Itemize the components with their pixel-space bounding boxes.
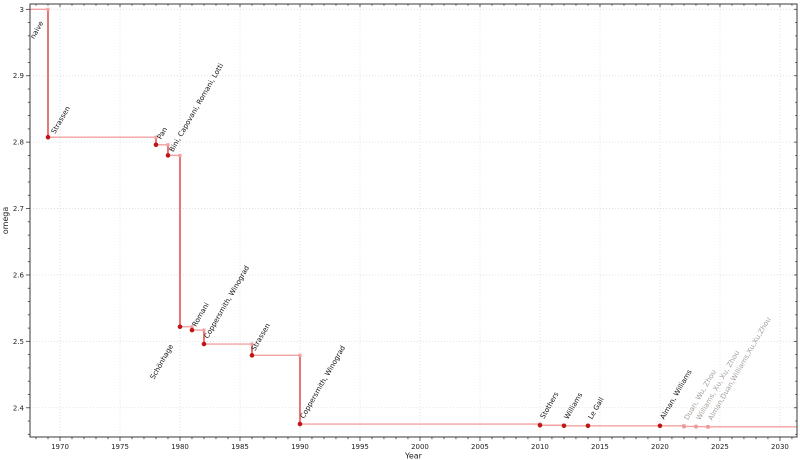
grid-layer xyxy=(30,4,797,437)
data-point-label: Williams xyxy=(563,391,585,421)
plot-frame xyxy=(29,3,798,438)
data-point-label: Coppersmith, Winograd xyxy=(203,264,251,340)
y-axis-label: omega xyxy=(1,207,10,235)
x-tick-label: 1990 xyxy=(291,443,309,451)
x-tick-label: 2015 xyxy=(591,443,609,451)
axes-layer: 1970 1975 1980 1985 1990 1995 2000 2005 2010 2015… xyxy=(13,3,798,451)
y-tick-label: 3 xyxy=(20,6,24,14)
x-tick-label: 1995 xyxy=(351,443,369,451)
data-point-label: Pan xyxy=(156,126,169,141)
x-tick-label: 1970 xyxy=(51,443,69,451)
x-tick-label: 2025 xyxy=(711,443,729,451)
data-point-marker xyxy=(165,153,171,158)
x-tick-label: 2005 xyxy=(471,443,489,451)
data-point-marker xyxy=(585,423,591,429)
series-layer xyxy=(30,7,797,429)
x-tick-label: 1980 xyxy=(171,443,189,451)
corner-marker xyxy=(202,328,206,332)
x-tick-label: 2000 xyxy=(411,443,429,451)
x-tick-label: 2010 xyxy=(531,443,549,451)
corner-marker xyxy=(190,325,194,329)
data-point-label: Strassen xyxy=(50,105,72,135)
data-point-label: Alman,Duan,Williams,Xu,Xu,Zhou xyxy=(707,316,773,422)
data-point-label: Bini, Capovani, Romani, Lotti xyxy=(168,62,225,154)
corner-marker xyxy=(46,7,50,11)
data-point-marker xyxy=(153,142,159,148)
x-tick-label: 2030 xyxy=(771,443,789,451)
data-point-label: Schönhage xyxy=(149,343,175,381)
data-point-marker xyxy=(177,324,183,330)
data-point-marker xyxy=(189,327,195,333)
data-point-marker xyxy=(249,353,255,358)
data-point-label: naive xyxy=(29,20,45,41)
corner-marker xyxy=(250,342,254,346)
x-tick-label: 1985 xyxy=(231,443,249,451)
y-tick-label: 2.8 xyxy=(13,139,24,147)
data-point-marker xyxy=(537,422,543,428)
x-tick-label: 2020 xyxy=(651,443,669,451)
data-point-label: Stothers xyxy=(539,390,561,420)
data-point-marker xyxy=(657,423,663,429)
data-point-label: Coppersmith, Winograd xyxy=(299,344,347,420)
data-point-label: Le Gall xyxy=(587,396,606,421)
data-point-marker xyxy=(681,424,686,429)
data-point-marker xyxy=(705,424,710,429)
corner-marker xyxy=(178,153,182,158)
y-tick-label: 2.7 xyxy=(13,205,24,213)
corner-marker xyxy=(166,143,170,147)
data-point-marker xyxy=(297,421,303,427)
corner-marker xyxy=(154,135,158,139)
data-point-label: Romani xyxy=(191,301,211,328)
corner-marker xyxy=(298,353,302,357)
data-point-marker xyxy=(561,423,567,429)
data-point-marker xyxy=(693,424,698,429)
x-axis-label: Year xyxy=(404,452,423,460)
y-tick-label: 2.9 xyxy=(13,72,24,80)
y-tick-label: 2.6 xyxy=(13,271,25,279)
y-tick-label: 2.4 xyxy=(13,404,25,412)
data-point-marker xyxy=(45,134,51,140)
y-tick-label: 2.5 xyxy=(13,338,24,346)
data-point-marker xyxy=(201,341,207,347)
x-tick-label: 1975 xyxy=(111,443,129,451)
data-point-label: Strassen xyxy=(250,322,272,352)
